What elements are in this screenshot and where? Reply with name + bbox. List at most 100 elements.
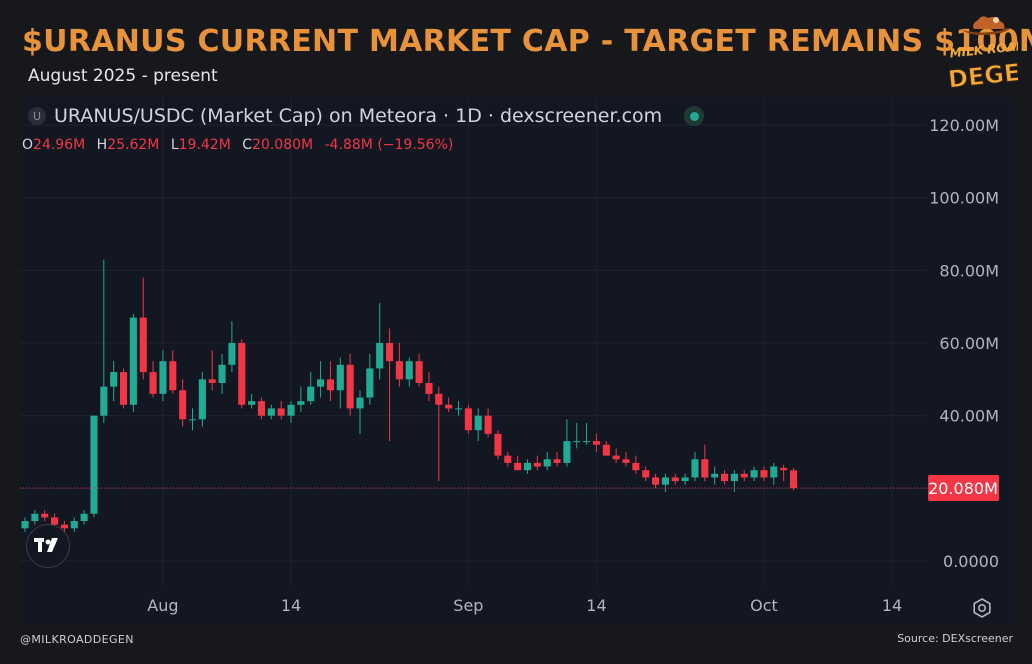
candle[interactable]	[188, 408, 197, 431]
candle[interactable]	[583, 422, 591, 445]
candle[interactable]	[297, 386, 305, 413]
candle-body	[474, 415, 482, 431]
candle[interactable]	[750, 466, 758, 482]
candle[interactable]	[405, 357, 413, 387]
candle[interactable]	[267, 404, 275, 420]
candle[interactable]	[326, 361, 334, 402]
candle[interactable]	[474, 408, 482, 442]
candle[interactable]	[464, 404, 472, 434]
candle-body	[740, 473, 748, 478]
candle[interactable]	[691, 452, 699, 482]
candle[interactable]	[445, 397, 453, 413]
candle[interactable]	[681, 473, 689, 485]
candle[interactable]	[573, 422, 581, 449]
candle[interactable]	[533, 455, 541, 471]
candle[interactable]	[169, 350, 177, 394]
candle[interactable]	[553, 452, 561, 467]
candle[interactable]	[622, 452, 630, 467]
candle[interactable]	[80, 510, 88, 525]
candle[interactable]	[31, 510, 39, 525]
candle-body	[60, 524, 68, 529]
candle[interactable]	[592, 433, 600, 453]
candle[interactable]	[484, 408, 492, 438]
candle[interactable]	[110, 361, 118, 402]
candle[interactable]	[218, 353, 226, 394]
settings-gear-icon[interactable]	[971, 597, 993, 619]
candle[interactable]	[415, 353, 423, 387]
candle-body	[198, 379, 206, 420]
candle[interactable]	[248, 393, 256, 409]
candle[interactable]	[287, 401, 295, 423]
candle[interactable]	[425, 372, 433, 402]
candle[interactable]	[612, 448, 620, 463]
x-tick-label: 14	[281, 596, 301, 615]
candle[interactable]	[21, 517, 29, 532]
candle[interactable]	[780, 464, 788, 482]
pair-title: URANUS/USDC (Market Cap) on Meteora · 1D…	[54, 105, 663, 127]
candle[interactable]	[711, 466, 719, 485]
candle-body	[188, 419, 197, 421]
candle[interactable]	[41, 510, 49, 522]
candle[interactable]	[208, 350, 216, 391]
candle[interactable]	[652, 473, 660, 489]
candle[interactable]	[760, 466, 768, 482]
candle[interactable]	[159, 350, 167, 402]
candle-body	[267, 408, 275, 416]
candle[interactable]	[198, 372, 206, 427]
candle-body	[228, 343, 236, 365]
candle[interactable]	[307, 372, 315, 405]
candle[interactable]	[494, 430, 502, 460]
candle-body	[780, 467, 788, 471]
candle[interactable]	[523, 459, 532, 474]
candle[interactable]	[602, 441, 610, 456]
tradingview-logo-icon[interactable]	[26, 524, 70, 568]
candle[interactable]	[317, 361, 325, 398]
candle[interactable]	[238, 339, 246, 409]
candle[interactable]	[90, 415, 98, 518]
token-badge[interactable]: U	[28, 107, 46, 125]
candle[interactable]	[257, 397, 266, 420]
candle[interactable]	[740, 470, 748, 482]
candle[interactable]	[789, 467, 798, 491]
candle[interactable]	[701, 444, 709, 482]
ohlc-legend: O24.96M H25.62M L19.42M C20.080M -4.88M …	[22, 137, 453, 153]
candle[interactable]	[179, 379, 187, 427]
candle[interactable]	[395, 343, 403, 387]
y-tick-label: 60.00M	[939, 334, 999, 353]
candle[interactable]	[632, 455, 640, 474]
candle[interactable]	[228, 321, 236, 373]
candle[interactable]	[100, 259, 108, 423]
candle[interactable]	[386, 328, 394, 442]
candle[interactable]	[356, 390, 364, 434]
candle-body	[307, 386, 315, 402]
ohlc-change: -4.88M (−19.56%)	[324, 137, 454, 153]
candle[interactable]	[60, 521, 68, 532]
candle[interactable]	[661, 473, 669, 492]
chart-panel[interactable]: 0.0000 40.00M 60.00M 80.00M 100.00M 120.00M 20…	[20, 97, 1013, 624]
candle[interactable]	[435, 386, 443, 482]
candle-body	[425, 382, 433, 394]
candle[interactable]	[346, 353, 354, 416]
candle-body	[90, 415, 98, 514]
candle[interactable]	[543, 452, 551, 471]
candle[interactable]	[366, 353, 374, 405]
candle[interactable]	[336, 357, 344, 409]
candle[interactable]	[70, 517, 78, 532]
candle[interactable]	[454, 401, 463, 416]
candle-body	[159, 361, 167, 394]
candle[interactable]	[119, 368, 128, 409]
candle[interactable]	[642, 466, 650, 482]
candle[interactable]	[720, 470, 729, 485]
candlestick-chart[interactable]: 0.0000 40.00M 60.00M 80.00M 100.00M 120.00M 20…	[20, 97, 1013, 624]
candle[interactable]	[671, 473, 679, 485]
candle[interactable]	[504, 452, 512, 467]
candle[interactable]	[277, 401, 285, 420]
candle[interactable]	[129, 313, 137, 413]
candle[interactable]	[514, 455, 522, 471]
candle[interactable]	[770, 462, 778, 485]
candle[interactable]	[149, 361, 157, 398]
candle[interactable]	[139, 277, 147, 380]
candle[interactable]	[563, 419, 571, 467]
candle[interactable]	[376, 303, 384, 380]
candle-body	[41, 513, 49, 518]
